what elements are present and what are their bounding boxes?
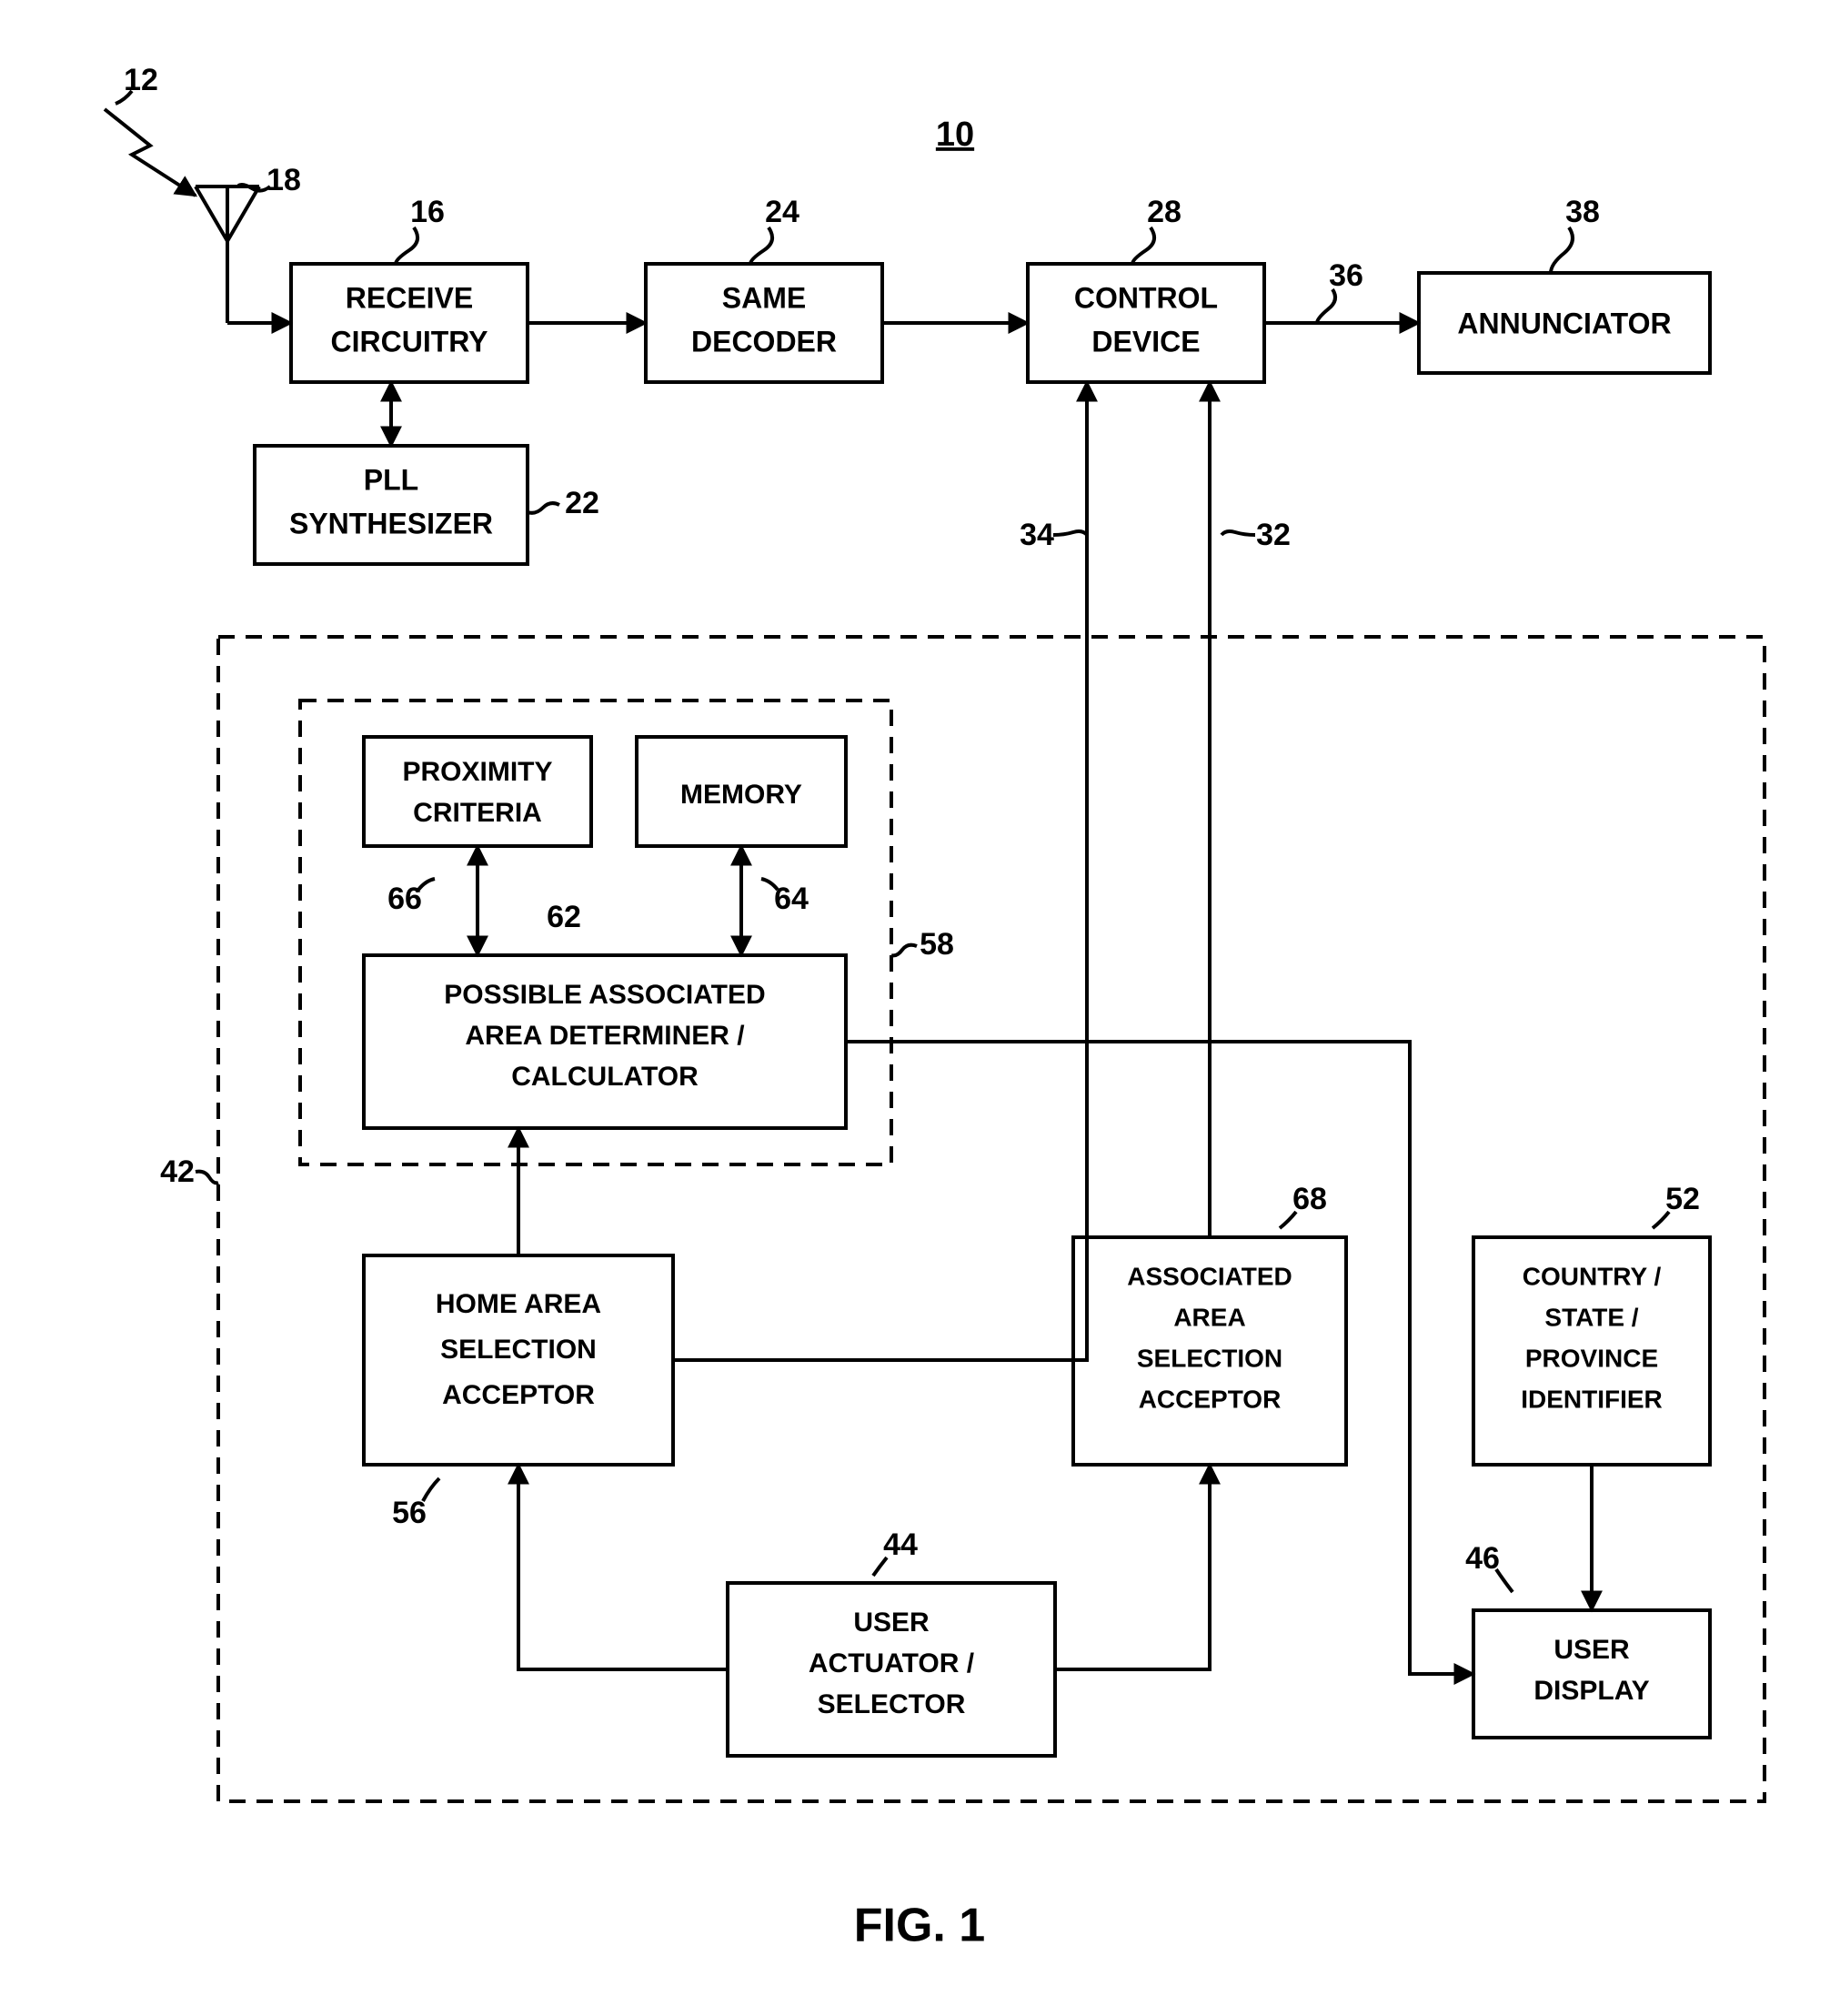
ref-22: 22 — [565, 486, 599, 520]
signal-arrow — [105, 109, 196, 196]
country-label-1: COUNTRY / — [1523, 1262, 1662, 1290]
ref-56-leader — [423, 1478, 439, 1501]
ref-16: 16 — [410, 195, 445, 229]
proximity-label-1: PROXIMITY — [402, 757, 552, 787]
ref-58: 58 — [920, 927, 954, 962]
user-act-label-2: ACTUATOR / — [809, 1648, 975, 1678]
ref-32: 32 — [1256, 518, 1291, 552]
ref-34-leader — [1053, 531, 1087, 535]
ref-28-leader — [1132, 227, 1154, 264]
control-device-label-1: CONTROL — [1074, 281, 1218, 314]
home-label-1: HOME AREA — [436, 1289, 601, 1319]
arrow-useract-to-assoc — [1055, 1465, 1210, 1669]
country-label-2: STATE / — [1544, 1303, 1638, 1331]
ref-36: 36 — [1329, 258, 1363, 293]
ref-66: 66 — [387, 882, 422, 916]
same-decoder-label-1: SAME — [722, 281, 806, 314]
ref-42: 42 — [160, 1154, 195, 1189]
ref-38: 38 — [1565, 195, 1600, 229]
ref-18: 18 — [266, 163, 301, 197]
ref-42-leader — [196, 1172, 218, 1184]
ref-62: 62 — [547, 900, 581, 934]
ref-24: 24 — [765, 195, 799, 229]
ref-38-leader — [1551, 227, 1573, 273]
same-decoder-label-2: DECODER — [691, 325, 837, 358]
calc-label-3: CALCULATOR — [511, 1062, 699, 1092]
annunciator-label: ANNUNCIATOR — [1457, 307, 1671, 339]
user-act-label-1: USER — [853, 1608, 930, 1638]
proximity-box — [364, 737, 591, 846]
assoc-label-2: AREA — [1173, 1303, 1245, 1331]
ref-36-leader — [1317, 289, 1335, 323]
assoc-label-3: SELECTION — [1137, 1344, 1282, 1372]
ref-32-leader — [1222, 531, 1255, 535]
ref-68-leader — [1280, 1212, 1296, 1228]
ref-44-leader — [873, 1557, 887, 1576]
assoc-label-4: ACCEPTOR — [1139, 1385, 1282, 1413]
home-label-3: ACCEPTOR — [442, 1380, 595, 1410]
figure-label: FIG. 1 — [854, 1900, 985, 1952]
arrow-useract-to-home — [518, 1465, 728, 1669]
ref-16-leader — [396, 227, 417, 264]
pll-label-2: SYNTHESIZER — [289, 507, 493, 539]
ref-64: 64 — [774, 882, 809, 916]
ref-28: 28 — [1147, 195, 1181, 229]
proximity-label-2: CRITERIA — [413, 798, 542, 828]
ref-58-leader — [891, 945, 917, 956]
user-disp-label-2: DISPLAY — [1533, 1676, 1649, 1706]
calc-label-2: AREA DETERMINER / — [465, 1021, 745, 1051]
receive-circuitry-label-2: CIRCUITRY — [330, 325, 488, 358]
control-device-label-2: DEVICE — [1091, 325, 1200, 358]
ref-56: 56 — [392, 1496, 427, 1530]
calc-label-1: POSSIBLE ASSOCIATED — [444, 980, 765, 1010]
user-disp-box — [1473, 1610, 1710, 1738]
ref-10: 10 — [936, 116, 974, 154]
ref-34: 34 — [1020, 518, 1054, 552]
user-disp-label-1: USER — [1553, 1635, 1630, 1665]
pll-label-1: PLL — [364, 463, 418, 496]
ref-52-leader — [1653, 1212, 1669, 1228]
ref-46-leader — [1496, 1569, 1513, 1592]
ref-22-leader — [528, 503, 559, 513]
ref-46: 46 — [1465, 1541, 1500, 1576]
ref-52: 52 — [1665, 1182, 1700, 1216]
antenna-icon — [196, 186, 291, 323]
user-act-label-3: SELECTOR — [818, 1689, 966, 1719]
assoc-label-1: ASSOCIATED — [1127, 1262, 1292, 1290]
country-label-4: IDENTIFIER — [1521, 1385, 1663, 1413]
ref-68: 68 — [1292, 1182, 1327, 1216]
memory-label: MEMORY — [680, 780, 802, 810]
ref-44: 44 — [883, 1527, 918, 1562]
home-label-2: SELECTION — [440, 1335, 597, 1365]
receive-circuitry-label-1: RECEIVE — [346, 281, 473, 314]
ref-24-leader — [750, 227, 772, 264]
country-label-3: PROVINCE — [1525, 1344, 1658, 1372]
